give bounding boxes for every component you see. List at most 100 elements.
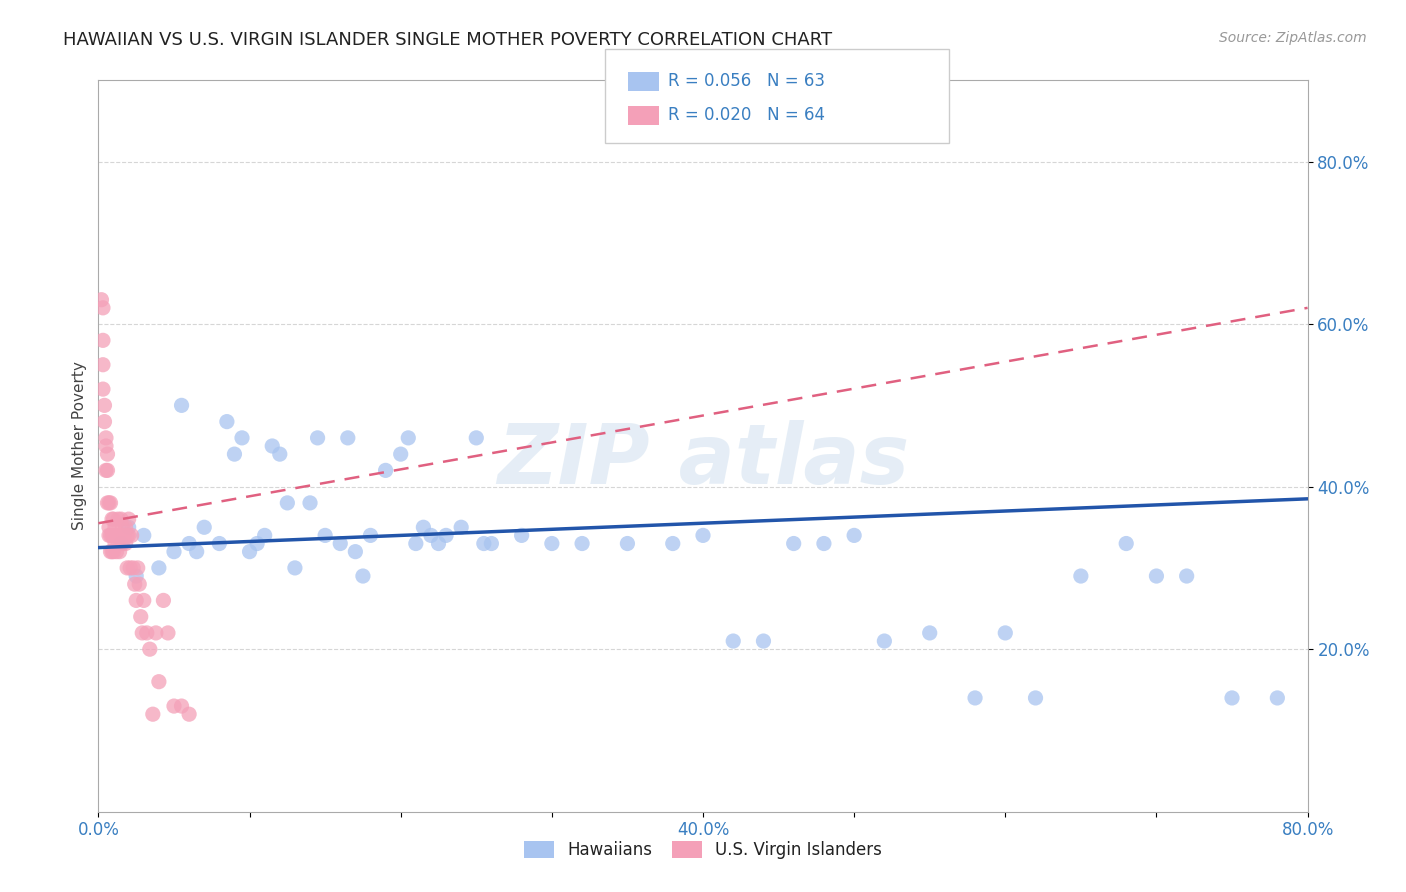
Point <box>104 536 127 550</box>
Point <box>1115 536 1137 550</box>
Point <box>118 528 141 542</box>
Point <box>129 609 152 624</box>
Point <box>783 536 806 550</box>
Point <box>111 536 134 550</box>
Point <box>314 528 336 542</box>
Point <box>170 398 193 412</box>
Point <box>98 528 121 542</box>
Point <box>360 528 382 542</box>
Point <box>269 447 291 461</box>
Point <box>813 536 835 550</box>
Point <box>152 593 174 607</box>
Point <box>692 528 714 542</box>
Point <box>374 463 396 477</box>
Point <box>396 431 419 445</box>
Point <box>91 301 114 315</box>
Point <box>94 463 117 477</box>
Point <box>94 431 117 445</box>
Point <box>193 520 215 534</box>
Point <box>118 520 141 534</box>
Point <box>91 382 114 396</box>
Point <box>163 544 186 558</box>
Point <box>96 447 118 461</box>
Point <box>93 415 115 429</box>
Point <box>132 593 155 607</box>
Point <box>101 544 124 558</box>
Point <box>103 544 125 558</box>
Point <box>1070 569 1092 583</box>
Point <box>96 463 118 477</box>
Point <box>481 536 503 550</box>
Point <box>125 569 148 583</box>
Point <box>91 334 114 348</box>
Point <box>1267 690 1289 705</box>
Point <box>873 634 896 648</box>
Point <box>156 626 179 640</box>
Point <box>329 536 352 550</box>
Point <box>307 431 329 445</box>
Point <box>121 528 143 542</box>
Point <box>110 536 132 550</box>
Point <box>127 561 149 575</box>
Point <box>148 561 170 575</box>
Point <box>103 528 125 542</box>
Point <box>104 520 127 534</box>
Point <box>284 561 307 575</box>
Point <box>472 536 495 550</box>
Text: Source: ZipAtlas.com: Source: ZipAtlas.com <box>1219 31 1367 45</box>
Point <box>111 520 134 534</box>
Point <box>336 431 359 445</box>
Point <box>115 561 138 575</box>
Point <box>107 512 129 526</box>
Point <box>344 544 367 558</box>
Point <box>253 528 276 542</box>
Point <box>148 674 170 689</box>
Point <box>1144 569 1167 583</box>
Point <box>115 528 138 542</box>
Point <box>122 561 145 575</box>
Point <box>100 496 122 510</box>
Point <box>131 626 153 640</box>
Point <box>110 512 132 526</box>
Point <box>108 544 131 558</box>
Point <box>125 593 148 607</box>
Point <box>101 528 124 542</box>
Point <box>616 536 638 550</box>
Point <box>1220 690 1243 705</box>
Point <box>100 528 122 542</box>
Text: HAWAIIAN VS U.S. VIRGIN ISLANDER SINGLE MOTHER POVERTY CORRELATION CHART: HAWAIIAN VS U.S. VIRGIN ISLANDER SINGLE … <box>63 31 832 49</box>
Point <box>1175 569 1198 583</box>
Point <box>101 512 124 526</box>
Point <box>1024 690 1046 705</box>
Point <box>132 528 155 542</box>
Point <box>108 528 131 542</box>
Point <box>103 512 125 526</box>
Point <box>105 528 128 542</box>
Point <box>420 528 443 542</box>
Point <box>239 544 262 558</box>
Point <box>231 431 253 445</box>
Text: R = 0.056   N = 63: R = 0.056 N = 63 <box>668 71 825 89</box>
Point <box>114 536 136 550</box>
Text: ZIP atlas: ZIP atlas <box>496 420 910 501</box>
Point <box>94 439 117 453</box>
Point <box>135 626 157 640</box>
Point <box>412 520 434 534</box>
Point <box>965 690 987 705</box>
Point <box>299 496 322 510</box>
Point <box>571 536 593 550</box>
Point <box>465 431 488 445</box>
Point <box>142 707 165 722</box>
Point <box>107 536 129 550</box>
Point <box>128 577 150 591</box>
Point <box>224 447 246 461</box>
Point <box>389 447 412 461</box>
Text: R = 0.020   N = 64: R = 0.020 N = 64 <box>668 105 825 123</box>
Point <box>98 496 121 510</box>
Point <box>100 544 122 558</box>
Legend: Hawaiians, U.S. Virgin Islanders: Hawaiians, U.S. Virgin Islanders <box>517 834 889 865</box>
Point <box>352 569 374 583</box>
Point <box>186 544 208 558</box>
Point <box>427 536 450 550</box>
Point <box>110 528 132 542</box>
